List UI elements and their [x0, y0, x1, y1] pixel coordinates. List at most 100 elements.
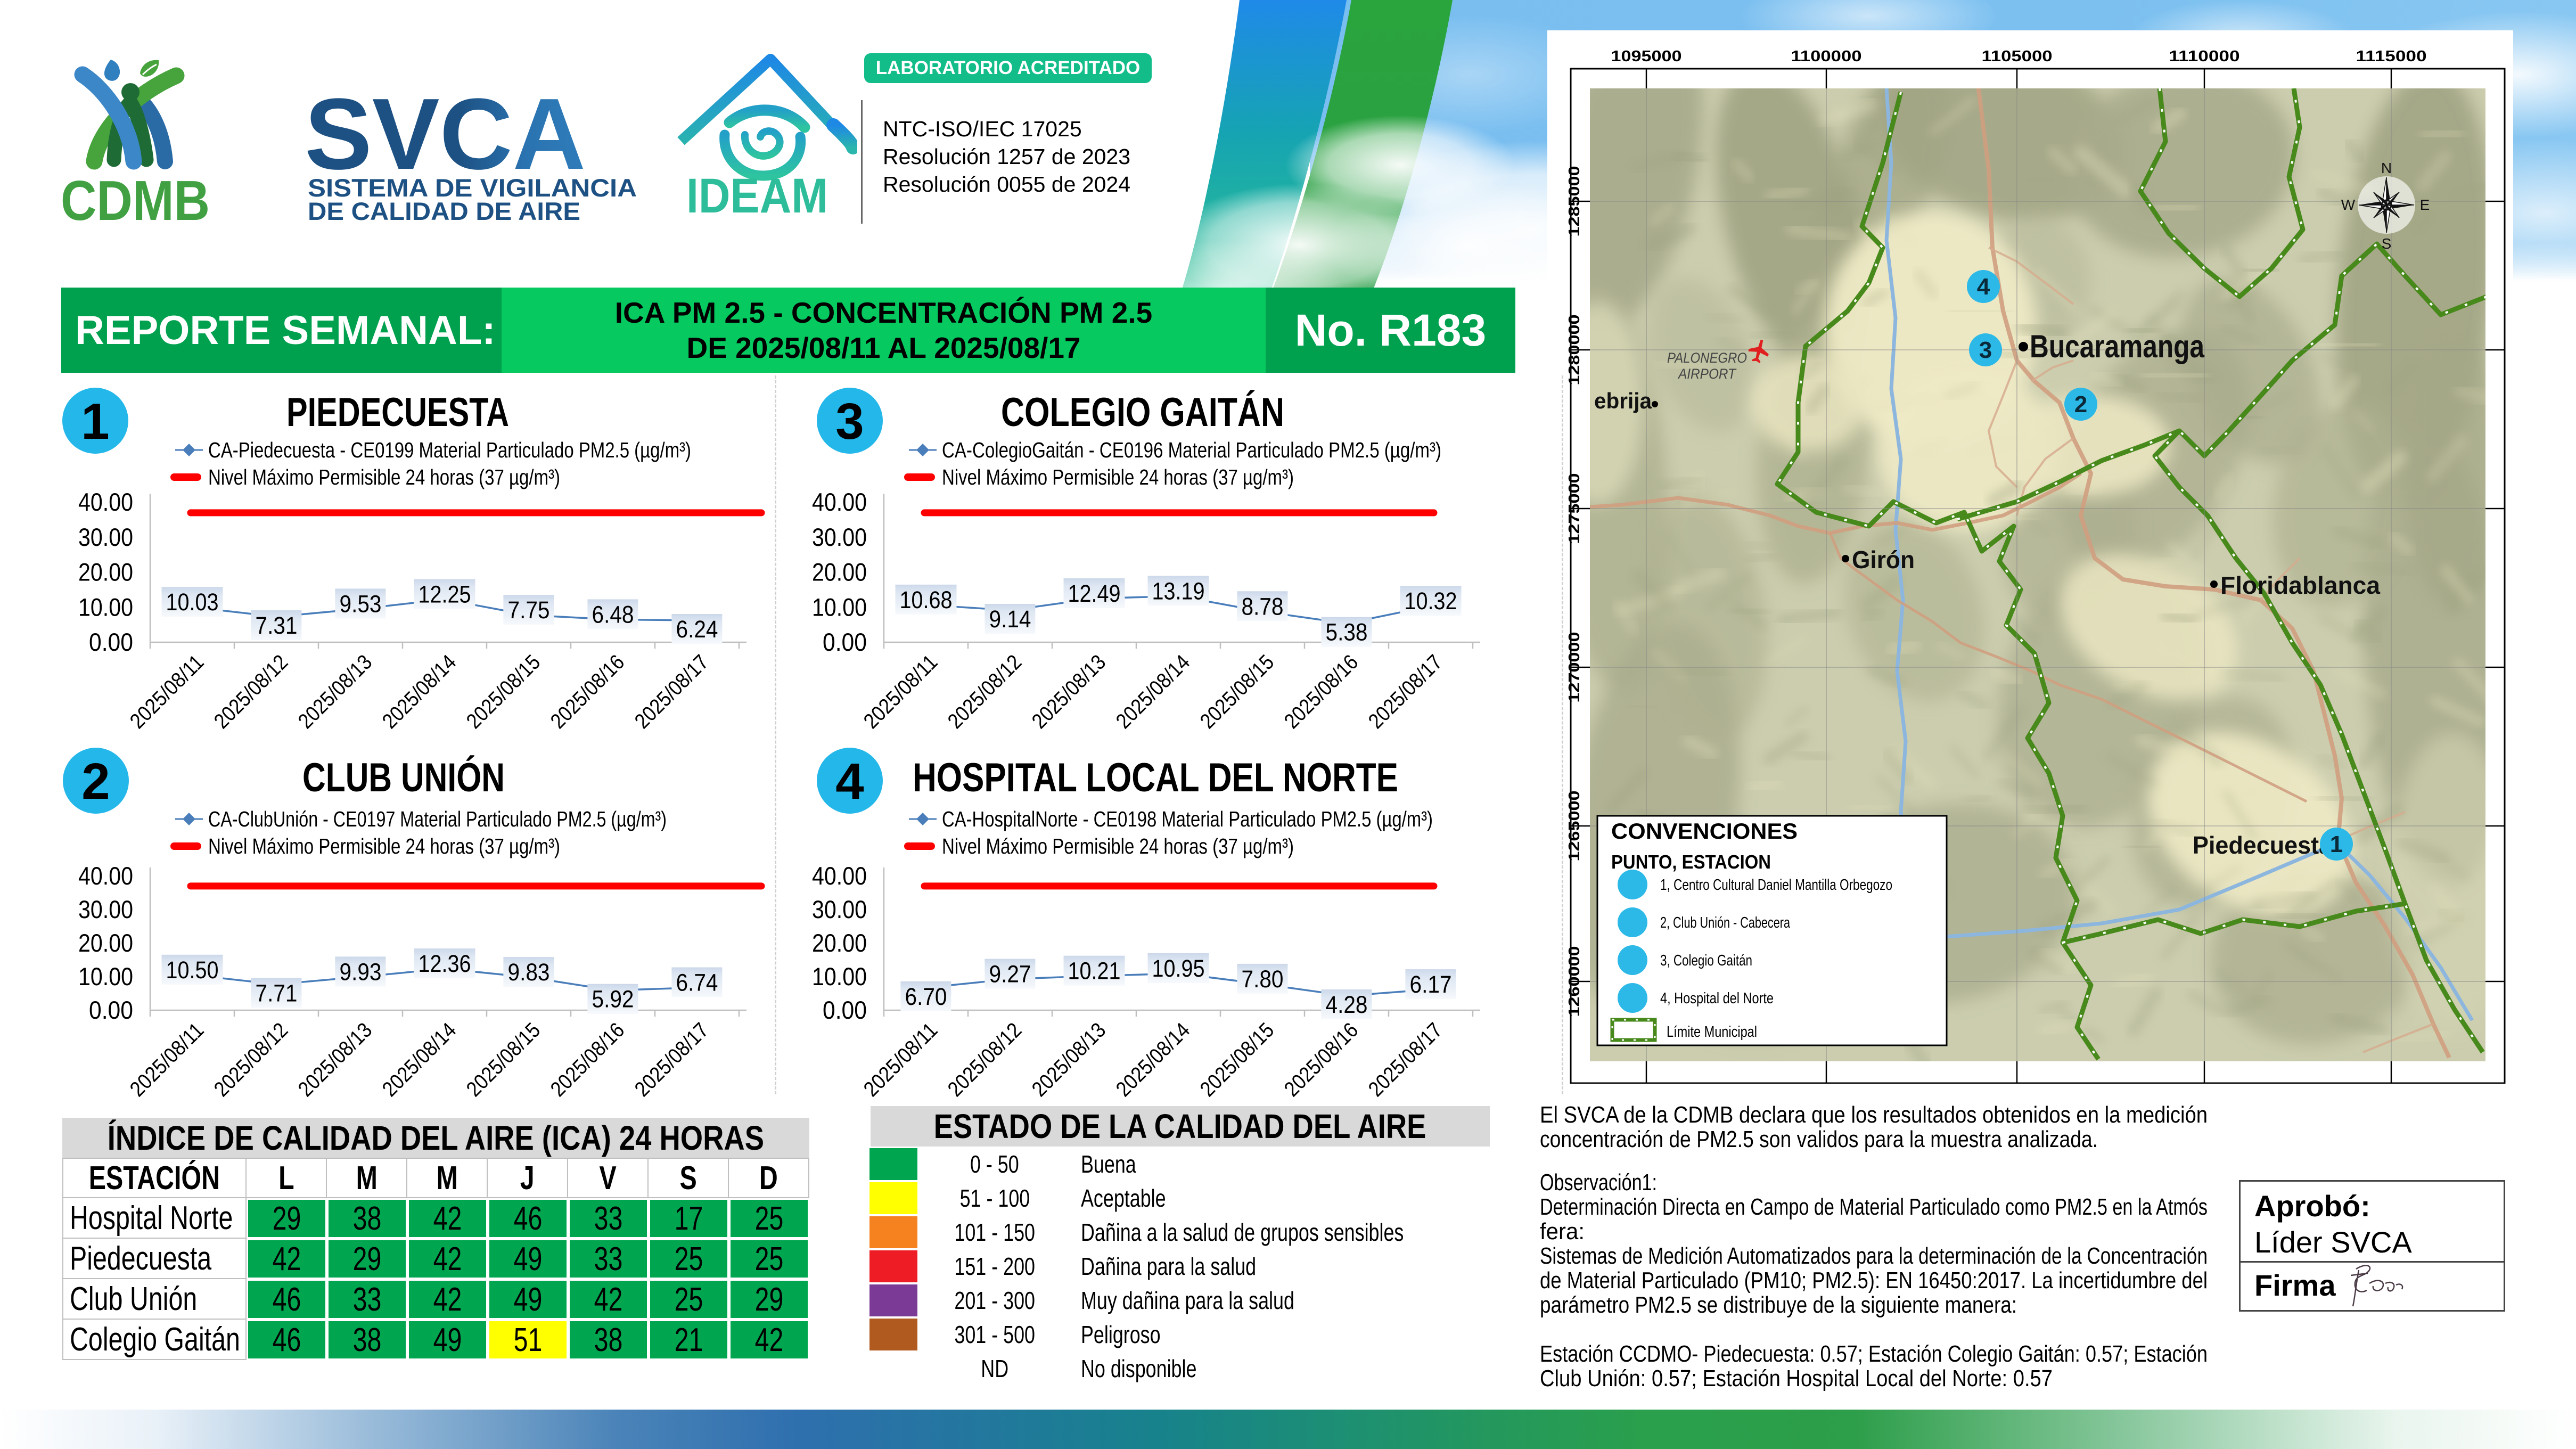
svg-text:10.32: 10.32: [1405, 587, 1457, 615]
svg-text:20.00: 20.00: [812, 558, 867, 586]
svg-text:concentración de PM2.5 son val: concentración de PM2.5 son validos para …: [1540, 1126, 2098, 1152]
svg-text:2025/08/14: 2025/08/14: [378, 1018, 461, 1101]
svg-text:10.03: 10.03: [166, 588, 219, 616]
svg-text:CA-ClubUnión - CE0197 Material: CA-ClubUnión - CE0197 Material Particula…: [208, 807, 667, 831]
svg-text:W: W: [2341, 197, 2356, 213]
svg-text:1265000: 1265000: [1566, 791, 1583, 862]
svg-text:1, Centro Cultural Daniel Mant: 1, Centro Cultural Daniel Mantilla Orbeg…: [1660, 877, 1892, 894]
svg-text:2025/08/13: 2025/08/13: [1028, 650, 1111, 733]
svg-text:Estación CCDMO- Piedecuesta:: Estación CCDMO- Piedecuesta: 0.57; Estac…: [1540, 1341, 2208, 1367]
svg-text:10.95: 10.95: [1152, 955, 1205, 982]
svg-text:Sistemas de Medición Automatiz: Sistemas de Medición Automatizados para …: [1540, 1243, 2208, 1269]
svg-text:6.70: 6.70: [905, 983, 947, 1010]
svg-text:4: 4: [835, 753, 864, 810]
svg-text:10.00: 10.00: [78, 593, 133, 621]
svg-text:PIEDECUESTA: PIEDECUESTA: [286, 390, 509, 435]
svg-text:4, Hospital del Norte: 4, Hospital del Norte: [1660, 990, 1774, 1007]
svg-text:10.00: 10.00: [78, 962, 133, 990]
svg-text:2025/08/15: 2025/08/15: [462, 650, 545, 733]
svg-text:3: 3: [1979, 337, 1992, 363]
svg-text:Nivel Máximo Permisible 24 hor: Nivel Máximo Permisible 24 horas (37 µg/…: [208, 465, 560, 489]
svg-text:SISTEMA DE VIGILANCIA: SISTEMA DE VIGILANCIA: [308, 174, 637, 202]
svg-text:10.50: 10.50: [166, 956, 219, 984]
svg-text:40.00: 40.00: [812, 488, 867, 516]
svg-text:2025/08/15: 2025/08/15: [462, 1018, 545, 1101]
svg-text:CA-Piedecuesta - CE0199 Mater: CA-Piedecuesta - CE0199 Material Particu…: [208, 438, 691, 462]
svg-text:1115000: 1115000: [2356, 48, 2427, 65]
svg-text:1110000: 1110000: [2169, 48, 2240, 65]
svg-text:IDEAM: IDEAM: [686, 169, 828, 221]
svg-text:7.31: 7.31: [256, 612, 298, 639]
svg-text:2025/08/12: 2025/08/12: [944, 650, 1027, 733]
svg-text:CLUB UNIÓN: CLUB UNIÓN: [302, 755, 505, 800]
svg-text:1095000: 1095000: [1611, 48, 1682, 65]
svg-text:3: 3: [835, 393, 864, 450]
svg-text:2025/08/11: 2025/08/11: [859, 650, 942, 733]
svg-text:CDMB: CDMB: [61, 169, 210, 232]
svg-text:1270000: 1270000: [1566, 632, 1583, 703]
svg-text:6.17: 6.17: [1410, 971, 1452, 998]
svg-text:Nivel Máximo Permisible 24 hor: Nivel Máximo Permisible 24 horas (37 µg/…: [942, 834, 1294, 858]
svg-text:1280000: 1280000: [1566, 315, 1583, 386]
svg-text:1260000: 1260000: [1566, 946, 1583, 1017]
svg-text:2, Club Unión - Cabecera: 2, Club Unión - Cabecera: [1660, 914, 1791, 931]
svg-text:9.93: 9.93: [340, 958, 382, 985]
svg-text:2025/08/11: 2025/08/11: [126, 1018, 209, 1101]
svg-text:10.68: 10.68: [900, 586, 953, 613]
svg-text:0.00: 0.00: [89, 996, 133, 1024]
svg-text:40.00: 40.00: [78, 488, 133, 516]
svg-text:5.92: 5.92: [592, 986, 634, 1013]
svg-text:CA-HospitalNorte - CE0198 Mate: CA-HospitalNorte - CE0198 Material Parti…: [942, 807, 1433, 831]
svg-text:7.80: 7.80: [1242, 965, 1284, 993]
svg-text:10.21: 10.21: [1068, 957, 1121, 985]
svg-text:7.71: 7.71: [256, 979, 298, 1006]
svg-text:DE CALIDAD DE AIRE: DE CALIDAD DE AIRE: [308, 197, 580, 225]
svg-text:CONVENCIONES: CONVENCIONES: [1611, 818, 1798, 844]
svg-text:30.00: 30.00: [812, 895, 867, 923]
svg-text:2025/08/17: 2025/08/17: [1364, 1018, 1447, 1101]
svg-text:2025/08/17: 2025/08/17: [630, 650, 713, 733]
svg-text:CA-ColegioGaitán - CE0196 Mat: CA-ColegioGaitán - CE0196 Material Parti…: [942, 438, 1441, 462]
svg-text:9.27: 9.27: [989, 961, 1031, 988]
svg-text:Límite Municipal: Límite Municipal: [1667, 1024, 1757, 1041]
svg-text:ebrija: ebrija: [1594, 388, 1652, 413]
svg-text:parámetro PM2.5 se distribuye: parámetro PM2.5 se distribuye de la sigu…: [1540, 1292, 2017, 1318]
svg-text:20.00: 20.00: [78, 558, 133, 586]
svg-text:0.00: 0.00: [823, 628, 867, 656]
svg-text:1100000: 1100000: [1791, 48, 1862, 65]
svg-text:4: 4: [1977, 274, 1990, 300]
svg-text:30.00: 30.00: [78, 523, 133, 551]
svg-text:2025/08/14: 2025/08/14: [378, 650, 461, 733]
svg-text:2025/08/15: 2025/08/15: [1196, 650, 1279, 733]
svg-text:de Material Particulado (PM10;: de Material Particulado (PM10; PM2.5): E…: [1540, 1267, 2208, 1294]
svg-text:40.00: 40.00: [812, 862, 867, 890]
svg-text:Observación1:: Observación1:: [1540, 1169, 1657, 1196]
svg-text:13.19: 13.19: [1152, 577, 1205, 604]
svg-text:2025/08/15: 2025/08/15: [1196, 1018, 1279, 1101]
svg-text:E: E: [2420, 197, 2430, 213]
svg-text:2025/08/13: 2025/08/13: [294, 650, 377, 733]
svg-text:40.00: 40.00: [78, 862, 133, 890]
svg-text:9.53: 9.53: [340, 590, 382, 617]
svg-text:2025/08/12: 2025/08/12: [210, 1018, 293, 1101]
svg-text:COLEGIO GAITÁN: COLEGIO GAITÁN: [1001, 390, 1284, 435]
svg-text:12.25: 12.25: [419, 581, 471, 608]
svg-text:2025/08/17: 2025/08/17: [1364, 650, 1447, 733]
svg-text:9.14: 9.14: [989, 605, 1031, 633]
svg-text:Club Unión: 0.57; Estación Hos: Club Unión: 0.57; Estación Hospital Loca…: [1540, 1365, 2053, 1391]
svg-text:30.00: 30.00: [812, 523, 867, 551]
svg-text:0.00: 0.00: [89, 628, 133, 656]
svg-text:10.00: 10.00: [812, 962, 867, 990]
svg-text:2: 2: [81, 753, 110, 810]
svg-text:12.49: 12.49: [1068, 580, 1121, 607]
svg-text:2025/08/16: 2025/08/16: [546, 1018, 629, 1101]
svg-text:2025/08/16: 2025/08/16: [1280, 650, 1363, 733]
svg-text:2025/08/11: 2025/08/11: [859, 1018, 942, 1101]
svg-text:N: N: [2381, 160, 2392, 176]
svg-text:4.28: 4.28: [1326, 991, 1368, 1018]
svg-text:2: 2: [2074, 391, 2087, 417]
svg-text:2025/08/16: 2025/08/16: [546, 650, 629, 733]
svg-text:fera:: fera:: [1540, 1218, 1585, 1245]
svg-text:9.83: 9.83: [508, 959, 550, 986]
svg-text:2025/08/14: 2025/08/14: [1112, 650, 1195, 733]
